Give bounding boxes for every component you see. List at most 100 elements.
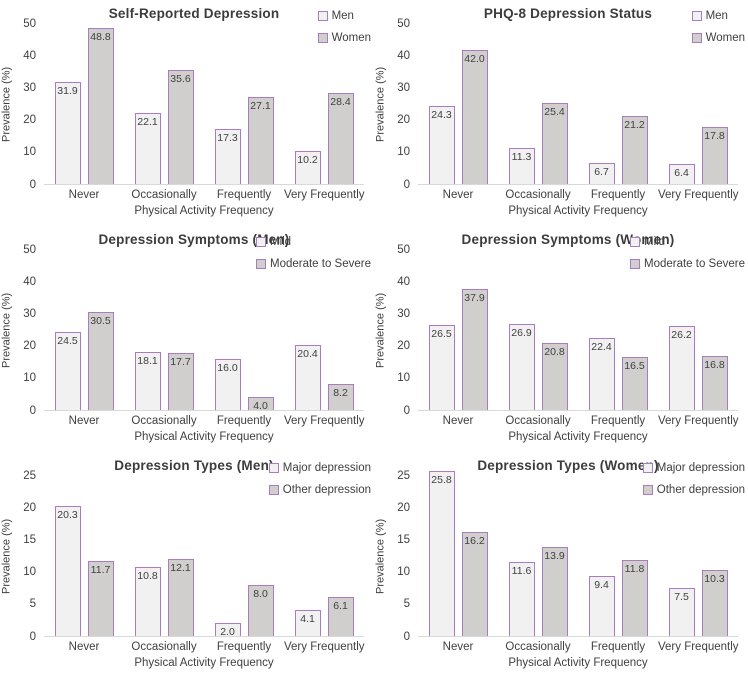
chart-self-reported-depression: Self-Reported Depression Prevalence (%) …	[0, 0, 374, 226]
bar-value-label: 17.8	[704, 130, 725, 143]
y-tick-label: 0	[29, 404, 36, 417]
bar-major-depression-never: 25.8	[428, 470, 455, 636]
bar-group-occasionally: 18.1 17.7	[124, 250, 204, 410]
chart-phq8-depression-status: PHQ-8 Depression Status Prevalence (%) 0…	[374, 0, 748, 226]
bar-value-label: 31.9	[57, 84, 78, 97]
bar-value-label: 11.3	[511, 150, 532, 163]
plot-area: 26.5 37.9 26.9 20.8 22.4 16.5 26.2 16.8	[418, 250, 738, 411]
y-tick-label: 30	[397, 81, 410, 94]
bar-mild-very-frequently: 26.2	[668, 326, 695, 410]
y-tick-label: 25	[397, 469, 410, 482]
x-axis-labels: Never Occasionally Frequently Very Frequent…	[44, 415, 365, 427]
y-axis-ticks: 0 5 10 15 20 25	[10, 470, 36, 642]
bar-men-occasionally: 22.1	[134, 113, 161, 184]
bar-value-label: 22.1	[137, 116, 158, 129]
plot-area: 24.5 30.5 18.1 17.7 16.0 4.0 20.4 8.2	[44, 250, 364, 413]
y-tick-label: 10	[397, 372, 410, 385]
bar-men-occasionally: 11.3	[508, 147, 535, 184]
y-tick-label: 50	[397, 17, 410, 30]
legend-item-major-depression: Major depression	[642, 462, 745, 474]
y-axis-ticks: 0 10 20 30 40 50	[10, 244, 36, 416]
bar-mild-frequently: 22.4	[588, 338, 615, 410]
y-tick-label: 10	[23, 565, 36, 578]
bar-mild-occasionally: 18.1	[134, 352, 161, 410]
bar-moderate-to-severe-frequently: 4.0	[247, 397, 274, 413]
bar-group-occasionally: 11.6 13.9	[498, 476, 578, 636]
bar-moderate-to-severe-occasionally: 17.7	[167, 353, 194, 410]
bar-value-label: 2.0	[220, 626, 235, 639]
y-tick-label: 50	[397, 243, 410, 256]
x-category-label-frequently: Frequently	[590, 415, 646, 427]
bar-value-label: 26.9	[511, 326, 532, 339]
bar-group-very-frequently: 20.4 8.2	[284, 250, 364, 410]
bar-value-label: 20.8	[544, 346, 565, 359]
bar-value-label: 8.2	[333, 386, 348, 399]
legend-label: Women	[331, 32, 371, 44]
bar-value-label: 7.5	[674, 591, 689, 603]
x-category-label-never: Never	[68, 415, 100, 427]
bar-value-label: 11.6	[511, 564, 532, 577]
plot-area: 24.3 42.0 11.3 25.4 6.7 21.2 6.4 17.8	[418, 24, 738, 185]
legend-label: Men	[705, 10, 728, 22]
bar-group-never: 25.8 16.2	[418, 470, 498, 636]
legend-swatch-icon	[255, 237, 266, 247]
bar-value-label: 24.3	[431, 109, 452, 122]
bar-value-label: 37.9	[464, 291, 485, 304]
bar-women-frequently: 21.2	[621, 116, 648, 184]
bar-major-depression-never: 20.3	[54, 506, 81, 636]
legend-item-other-depression: Other depression	[642, 484, 745, 496]
bar-value-label: 42.0	[464, 52, 485, 65]
y-tick-label: 10	[23, 146, 36, 159]
y-tick-label: 0	[29, 178, 36, 191]
bar-group-occasionally: 22.1 35.6	[124, 24, 204, 184]
bar-women-very-frequently: 17.8	[701, 127, 728, 184]
bar-value-label: 17.7	[170, 356, 191, 369]
legend-item-men: Men	[317, 10, 354, 22]
legend-swatch-icon	[642, 485, 653, 495]
bar-value-label: 20.4	[297, 347, 318, 360]
bar-group-never: 24.3 42.0	[418, 24, 498, 184]
x-category-label-occasionally: Occasionally	[131, 415, 197, 427]
bar-group-frequently: 6.7 21.2	[578, 24, 658, 184]
x-axis-title: Physical Activity Frequency	[508, 205, 648, 217]
y-tick-label: 50	[23, 17, 36, 30]
bar-major-depression-very-frequently: 7.5	[668, 588, 695, 636]
bar-value-label: 16.5	[624, 360, 645, 373]
legend-swatch-icon	[268, 463, 279, 473]
bar-men-frequently: 17.3	[214, 128, 241, 184]
legend-swatch-icon	[642, 463, 653, 473]
x-category-label-very-frequently: Very Frequently	[284, 641, 365, 653]
y-tick-label: 20	[397, 339, 410, 352]
legend-swatch-icon	[268, 485, 279, 495]
legend-item-women: Women	[317, 32, 371, 44]
chart-title: Self-Reported Depression	[108, 6, 280, 21]
y-tick-label: 25	[23, 469, 36, 482]
bar-group-never: 31.9 48.8	[44, 24, 124, 184]
legend-item-women: Women	[691, 32, 745, 44]
bar-value-label: 4.0	[253, 400, 268, 413]
x-axis-labels: Never Occasionally Frequently Very Frequent…	[418, 641, 739, 653]
x-category-label-frequently: Frequently	[590, 641, 646, 653]
bar-mild-never: 24.5	[54, 331, 81, 410]
legend-label: Other depression	[282, 484, 371, 496]
bar-value-label: 8.0	[253, 587, 268, 600]
x-category-label-never: Never	[442, 189, 474, 201]
bar-men-frequently: 6.7	[588, 162, 615, 184]
legend-swatch-icon	[317, 33, 328, 43]
legend: Men Women	[317, 10, 371, 44]
bar-value-label: 25.4	[544, 105, 565, 118]
y-tick-label: 10	[397, 565, 410, 578]
bar-group-frequently: 9.4 11.8	[578, 476, 658, 636]
legend-label: Mild	[643, 236, 666, 248]
bar-value-label: 6.7	[594, 165, 609, 178]
bar-women-occasionally: 35.6	[167, 70, 194, 184]
bar-value-label: 9.4	[594, 578, 609, 591]
bar-major-depression-occasionally: 10.8	[134, 566, 161, 636]
legend-item-mild: Mild	[255, 236, 291, 248]
bar-major-depression-frequently: 2.0	[214, 623, 241, 639]
legend: Men Women	[691, 10, 745, 44]
legend-swatch-icon	[629, 259, 640, 269]
bar-other-depression-frequently: 8.0	[247, 584, 274, 636]
bar-men-very-frequently: 10.2	[294, 151, 321, 184]
